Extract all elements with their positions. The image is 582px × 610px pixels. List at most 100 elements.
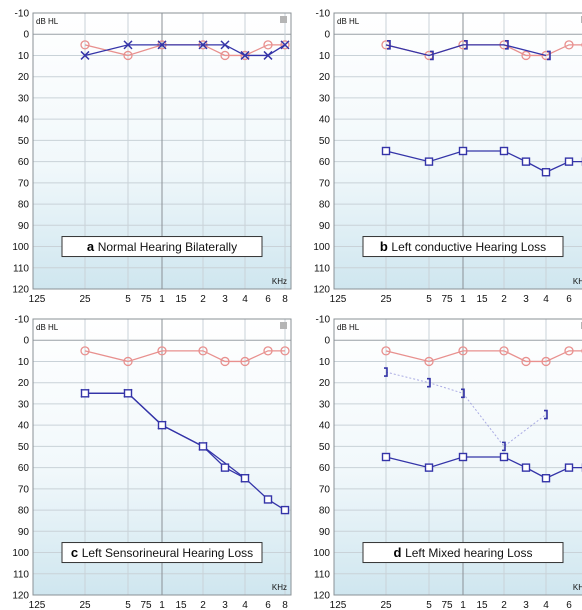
x-tick-label: 25 xyxy=(380,600,392,610)
x-tick-label: 5 xyxy=(426,294,432,305)
marker-circle xyxy=(541,356,551,367)
marker-square xyxy=(198,442,208,451)
x-axis-label: KHz xyxy=(272,583,287,592)
marker-square xyxy=(541,168,551,177)
marker-x xyxy=(123,40,133,50)
y-tick-label: 20 xyxy=(18,378,30,389)
marker-x xyxy=(157,40,167,50)
marker-square xyxy=(263,495,273,504)
panel-caption: a Normal Hearing Bilaterally xyxy=(61,236,263,258)
panel-title: Left Mixed hearing Loss xyxy=(405,546,532,560)
y-tick-label: 100 xyxy=(313,242,330,253)
marker-bracket xyxy=(464,40,468,50)
x-tick-label: 2 xyxy=(200,600,206,610)
y-tick-label: 10 xyxy=(18,357,30,368)
marker-square xyxy=(220,463,230,472)
panel-title: Normal Hearing Bilaterally xyxy=(98,240,237,254)
y-tick-label: 110 xyxy=(13,263,29,274)
x-tick-label: 75 xyxy=(140,294,152,305)
marker-circle xyxy=(521,50,531,61)
marker-circle xyxy=(80,40,90,50)
x-tick-label: 25 xyxy=(79,294,91,305)
series-circle xyxy=(381,346,582,367)
marker-square xyxy=(564,463,574,472)
panel-d: -10 0 10 20 30 40 50 60 70 80 90 100 110 120 dB HL KHz 1… xyxy=(313,315,582,610)
y-tick-label: 10 xyxy=(319,51,331,62)
x-tick-label: 4 xyxy=(242,294,248,305)
marker-x xyxy=(280,40,290,50)
y-tick-label: 70 xyxy=(18,178,30,189)
x-tick-label: 15 xyxy=(175,294,187,305)
y-tick-label: -10 xyxy=(316,315,331,326)
marker-circle xyxy=(424,356,434,367)
marker-circle xyxy=(564,346,574,356)
y-tick-label: -10 xyxy=(15,315,30,326)
y-tick-label: 0 xyxy=(23,30,29,41)
caption-text: d Left Mixed hearing Loss xyxy=(394,545,533,560)
y-tick-label: 120 xyxy=(12,285,29,296)
y-tick-label: 20 xyxy=(319,378,331,389)
y-tick-label: 0 xyxy=(324,336,330,347)
y-tick-label: -10 xyxy=(15,9,30,20)
y-tick-label: 110 xyxy=(314,263,330,274)
y-tick-label: 20 xyxy=(18,72,30,83)
plot-border xyxy=(32,318,292,596)
marker-circle xyxy=(521,356,531,367)
y-tick-label: 90 xyxy=(319,527,331,538)
y-axis-label: dB HL xyxy=(337,17,360,26)
y-tick-label: 10 xyxy=(319,357,331,368)
marker-square xyxy=(499,452,509,462)
marker-circle xyxy=(198,346,208,356)
panel-title: Left conductive Hearing Loss xyxy=(391,240,546,254)
x-tick-label: 5 xyxy=(125,294,131,305)
marker-bracket xyxy=(544,409,548,420)
x-tick-label: 4 xyxy=(543,294,549,305)
y-tick-label: 110 xyxy=(314,569,330,580)
marker-circle xyxy=(263,346,273,356)
y-tick-label: 50 xyxy=(319,442,331,453)
y-axis-label: dB HL xyxy=(337,323,360,332)
x-tick-label: 15 xyxy=(476,600,488,610)
y-tick-label: 80 xyxy=(18,200,30,211)
y-tick-label: 40 xyxy=(18,421,30,432)
marker-square xyxy=(381,452,391,462)
marker-circle xyxy=(157,346,167,356)
x-tick-label: 2 xyxy=(501,600,507,610)
x-tick-label: 75 xyxy=(441,600,453,610)
marker-square xyxy=(123,389,133,398)
marker-circle xyxy=(458,346,468,356)
x-tick-label: 3 xyxy=(222,294,228,305)
panel-caption: b Left conductive Hearing Loss xyxy=(362,236,564,258)
marker-square xyxy=(381,146,391,156)
y-tick-label: 80 xyxy=(18,506,30,517)
y-tick-label: 90 xyxy=(319,221,331,232)
x-axis-label: KHz xyxy=(573,277,582,286)
corner-box xyxy=(280,16,287,23)
panel-b: -10 0 10 20 30 40 50 60 70 80 90 100 110 120 dB HL KHz 1… xyxy=(313,9,582,305)
y-tick-label: 50 xyxy=(18,442,30,453)
marker-square xyxy=(521,157,531,166)
x-tick-label: 25 xyxy=(380,294,392,305)
x-tick-label: 15 xyxy=(476,294,488,305)
y-tick-label: 0 xyxy=(324,30,330,41)
y-axis-label: dB HL xyxy=(36,17,59,26)
caption-text: a Normal Hearing Bilaterally xyxy=(87,239,237,254)
y-tick-label: 70 xyxy=(319,484,331,495)
series-circle xyxy=(80,346,290,367)
x-tick-label: 6 xyxy=(265,294,271,305)
marker-square xyxy=(240,474,250,483)
y-tick-label: 120 xyxy=(12,591,29,602)
y-tick-label: 120 xyxy=(313,285,330,296)
caption-box xyxy=(61,542,263,564)
series-x xyxy=(80,40,290,60)
y-tick-label: 60 xyxy=(319,463,331,474)
marker-square xyxy=(541,474,551,483)
marker-circle xyxy=(123,356,133,367)
marker-circle xyxy=(381,346,391,356)
marker-square xyxy=(80,389,90,398)
series-square xyxy=(381,452,582,483)
marker-square xyxy=(458,146,468,156)
y-tick-label: 100 xyxy=(313,548,330,559)
y-tick-label: 70 xyxy=(18,484,30,495)
